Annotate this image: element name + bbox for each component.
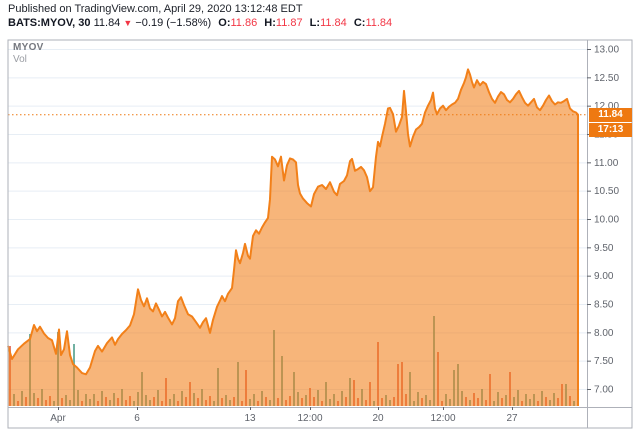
- price-axis-label: 13.00: [594, 45, 619, 56]
- open-value: 11.86: [230, 17, 258, 29]
- time-axis-label: 12:00: [297, 413, 322, 424]
- bar-countdown-badge: 17:13: [589, 123, 632, 137]
- pane-symbol-label: MYOV: [13, 42, 44, 53]
- price-change: −0.19 (−1.58%): [135, 17, 212, 29]
- open-label: O:: [218, 17, 231, 29]
- time-axis-label: Apr: [50, 413, 66, 424]
- price-axis-label: 7.00: [594, 385, 614, 396]
- price-axis-label: 10.50: [594, 186, 619, 197]
- price-axis-label: 12.50: [594, 73, 619, 84]
- low-label: L:: [309, 17, 321, 29]
- volume-indicator-label: Vol: [13, 54, 27, 65]
- high-value: 11.87: [275, 17, 303, 29]
- price-axis-label: 8.00: [594, 328, 614, 339]
- price-axis-label: 11.00: [594, 158, 619, 169]
- close-value: 11.84: [365, 17, 393, 29]
- price-area-line: [7, 68, 579, 406]
- high-label: H:: [264, 17, 276, 29]
- chart-frame: [7, 39, 633, 429]
- price-axis-label: 7.50: [594, 356, 614, 367]
- time-axis-label: 6: [134, 413, 140, 424]
- symbol-status-line: BATS:MYOV, 30 11.84 ▼ −0.19 (−1.58%) O:1…: [8, 17, 392, 29]
- time-axis-label: 13: [244, 413, 256, 424]
- low-value: 11.84: [320, 17, 347, 29]
- price-axis-label: 12.00: [594, 101, 619, 112]
- last-price-text: 11.84: [93, 17, 121, 29]
- time-axis-label: 12:00: [430, 413, 455, 424]
- time-axis-label: 20: [372, 413, 384, 424]
- price-area-fill: [8, 69, 578, 407]
- time-axis-label: 27: [506, 413, 518, 424]
- symbol-interval: BATS:MYOV, 30: [8, 17, 91, 29]
- down-triangle-icon: ▼: [123, 18, 133, 28]
- price-axis-label: 10.00: [594, 215, 619, 226]
- last-price-badge: 11.84: [589, 108, 632, 122]
- price-axis-label: 8.50: [594, 300, 614, 311]
- close-label: C:: [353, 17, 366, 29]
- published-line: Published on TradingView.com, April 29, …: [8, 3, 303, 15]
- price-axis-label: 9.00: [594, 271, 614, 282]
- price-axis-label: 9.50: [594, 243, 614, 254]
